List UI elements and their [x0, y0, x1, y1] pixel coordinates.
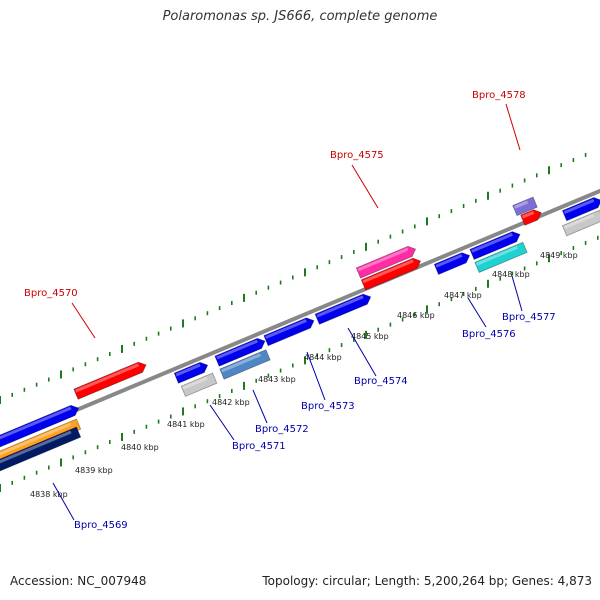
gene-label-leader	[209, 404, 235, 441]
gene-label-forward: Bpro_4578	[472, 90, 526, 101]
gene-bpro-4576-b	[469, 231, 521, 261]
gene-bpro-4574	[314, 293, 372, 325]
tick-label-kbp: 4847 kbp	[444, 291, 482, 300]
map-title: Polaromonas sp. JS666, complete genome	[162, 9, 438, 24]
tick-label-kbp: 4848 kbp	[492, 270, 530, 279]
gene-label-forward: Bpro_4575	[330, 150, 384, 161]
gene-bpro-4576	[433, 252, 471, 275]
gene-bpro-4571	[173, 361, 209, 384]
tick-label-kbp: 4849 kbp	[540, 251, 578, 260]
gene-bpro-4572-b	[219, 349, 271, 380]
gene-label-leader	[467, 297, 487, 328]
gene-label-reverse: Bpro_4569	[74, 520, 128, 531]
gene-label-reverse: Bpro_4572	[255, 424, 309, 435]
gene-bpro-4573	[263, 317, 315, 347]
gene-bpro-4569	[0, 404, 80, 448]
gene-label-leader	[252, 389, 268, 424]
gene-label-leader	[306, 351, 326, 401]
gene-label-leader	[351, 164, 379, 209]
tick-label-kbp: 4846 kbp	[397, 311, 435, 320]
tick-label-kbp: 4845 kbp	[351, 332, 389, 341]
gene-label-reverse: Bpro_4573	[301, 401, 355, 412]
tick-label-kbp: 4841 kbp	[167, 420, 205, 429]
gene-label-leader	[511, 275, 523, 312]
genome-stats-text: Topology: circular; Length: 5,200,264 bp…	[262, 574, 592, 588]
gene-bpro-4578-reverse-b	[561, 209, 600, 237]
gene-label-leader	[347, 327, 377, 377]
tick-label-kbp: 4842 kbp	[212, 398, 250, 407]
gene-bpro-4570	[73, 361, 147, 400]
gene-bpro-4569-c	[0, 426, 82, 472]
gene-bpro-4575-b	[360, 257, 422, 291]
gene-label-reverse: Bpro_4577	[502, 312, 556, 323]
gene-bpro-4578-b	[520, 209, 542, 226]
gene-label-leader	[505, 103, 521, 151]
genome-backbone	[0, 188, 600, 445]
gene-label-forward: Bpro_4570	[24, 288, 78, 299]
tick-label-kbp: 4838 kbp	[30, 490, 68, 499]
tick-label-kbp: 4843 kbp	[258, 375, 296, 384]
gene-bpro-4577	[474, 241, 528, 273]
gene-label-reverse: Bpro_4574	[354, 376, 408, 387]
accession-text: Accession: NC_007948	[10, 574, 147, 588]
gene-label-reverse: Bpro_4576	[462, 329, 516, 340]
gene-label-leader	[71, 302, 96, 339]
tick-label-kbp: 4839 kbp	[75, 466, 113, 475]
gene-bpro-4575	[355, 245, 417, 279]
gene-label-reverse: Bpro_4571	[232, 441, 286, 452]
gene-bpro-4578	[512, 196, 538, 217]
tick-label-kbp: 4840 kbp	[121, 443, 159, 452]
tick-label-kbp: 4844 kbp	[304, 353, 342, 362]
gene-bpro-4571-b	[180, 372, 218, 397]
gene-label-leader	[52, 482, 75, 521]
gene-bpro-4572	[214, 337, 266, 367]
